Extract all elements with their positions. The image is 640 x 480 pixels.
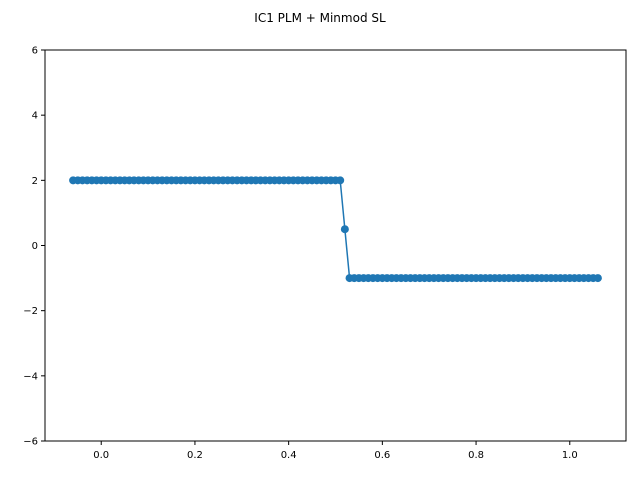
y-tick-label: 6	[32, 46, 38, 57]
x-axis: 0.0 0.2 0.4 0.6 0.8 1.0	[93, 441, 578, 461]
plot-area	[69, 176, 602, 283]
series-line	[73, 179, 598, 279]
y-tick-label: 2	[32, 176, 38, 187]
axes-frame	[44, 49, 627, 442]
y-tick-label: −2	[23, 306, 38, 317]
data-point	[336, 176, 345, 185]
chart-title: IC1 PLM + Minmod SL	[254, 11, 386, 25]
x-tick-label: 0.6	[374, 450, 390, 461]
y-tick-label: −6	[23, 437, 38, 448]
x-tick-label: 0.2	[187, 450, 203, 461]
x-tick-label: 0.8	[468, 450, 484, 461]
x-tick-label: 0.0	[93, 450, 109, 461]
x-tick-label: 0.4	[281, 450, 297, 461]
data-point	[593, 274, 602, 283]
y-axis: −6 −4 −2 0 2 4 6	[23, 46, 45, 448]
data-point	[340, 225, 349, 234]
x-tick-label: 1.0	[562, 450, 578, 461]
y-tick-label: −4	[23, 371, 38, 382]
y-tick-label: 4	[32, 111, 38, 122]
y-tick-label: 0	[32, 241, 38, 252]
